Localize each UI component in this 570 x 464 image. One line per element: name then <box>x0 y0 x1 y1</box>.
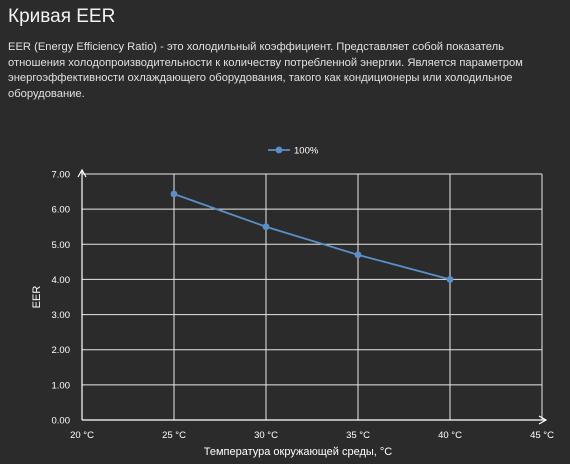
x-tick-label: 20 °C <box>70 430 94 441</box>
data-point <box>170 190 178 198</box>
series-line <box>173 193 451 281</box>
data-point <box>446 276 454 283</box>
legend-marker <box>275 146 283 154</box>
x-tick-label: 45 °C <box>530 430 554 441</box>
chart-series <box>170 190 454 283</box>
chart-grid <box>82 173 543 420</box>
page-description: EER (Energy Efficiency Ratio) - это холо… <box>8 41 523 100</box>
page-title: Кривая EER <box>8 6 116 27</box>
y-axis-arrow <box>77 168 87 178</box>
y-axis-title: EER <box>31 286 43 309</box>
data-point <box>262 223 270 231</box>
y-tick-label: 2.00 <box>52 345 71 356</box>
x-axis-arrow <box>538 415 548 425</box>
chart-legend: 100% <box>268 146 319 157</box>
chart-tick-labels: 0.00 1.00 2.00 3.00 4.00 5.00 6.00 7.00 20 °C 25 … <box>52 170 555 442</box>
x-tick-label: 25 °C <box>162 430 186 441</box>
data-point <box>354 251 362 259</box>
y-tick-label: 3.00 <box>52 310 71 321</box>
y-tick-label: 1.00 <box>52 380 71 391</box>
y-tick-label: 6.00 <box>52 205 71 216</box>
chart-axes <box>77 168 548 425</box>
y-tick-label: 7.00 <box>52 170 71 181</box>
y-tick-label: 0.00 <box>52 416 71 427</box>
y-tick-label: 5.00 <box>52 240 71 251</box>
x-tick-label: 40 °C <box>438 430 462 441</box>
x-tick-label: 30 °C <box>254 430 278 441</box>
x-tick-label: 35 °C <box>346 430 370 441</box>
x-axis-title: Температура окружающей среды, °C <box>204 446 393 458</box>
y-tick-label: 4.00 <box>52 275 71 286</box>
legend-label: 100% <box>294 146 319 157</box>
